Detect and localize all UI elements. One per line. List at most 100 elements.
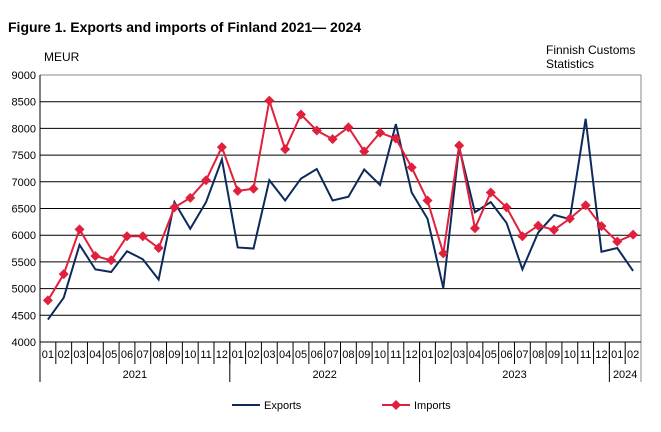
series-line-imports [47, 100, 634, 301]
data-point [185, 192, 196, 203]
data-point [485, 187, 496, 198]
y-tick-label: 8500 [12, 97, 36, 109]
x-tick-label: 11 [390, 349, 401, 361]
data-point [248, 183, 259, 194]
y-tick-label: 7500 [12, 150, 36, 162]
data-point [454, 140, 465, 151]
x-tick-label: 07 [137, 349, 149, 361]
series-line-exports [47, 118, 634, 321]
x-tick-label: 03 [263, 349, 275, 361]
source-line: Statistics [546, 57, 595, 71]
y-tick-label: 4000 [12, 337, 36, 349]
x-tick-label: 01 [611, 349, 623, 361]
data-point [375, 127, 386, 138]
y-axis-unit: MEUR [44, 50, 80, 64]
data-point [501, 202, 512, 213]
data-point [121, 231, 132, 242]
x-tick-label: 03 [453, 349, 465, 361]
data-point [90, 251, 101, 262]
x-tick-label: 01 [232, 349, 244, 361]
year-label: 2021 [123, 369, 147, 381]
data-point [153, 243, 164, 254]
data-point [549, 224, 560, 235]
x-tick-label: 09 [358, 349, 370, 361]
x-tick-label: 08 [342, 349, 354, 361]
chart-title: Figure 1. Exports and imports of Finland… [8, 19, 362, 35]
x-tick-label: 04 [279, 349, 291, 361]
x-tick-label: 06 [500, 349, 512, 361]
data-point [264, 95, 275, 106]
data-point [327, 134, 338, 145]
data-point [438, 248, 449, 259]
year-label: 2023 [502, 369, 526, 381]
x-tick-label: 12 [216, 349, 228, 361]
x-tick-label: 08 [532, 349, 544, 361]
x-tick-label: 04 [89, 349, 101, 361]
x-tick-label: 09 [168, 349, 180, 361]
year-label: 2024 [613, 369, 637, 381]
x-tick-label: 03 [73, 349, 85, 361]
data-point [564, 213, 575, 224]
x-tick-label: 11 [200, 349, 211, 361]
y-tick-label: 5000 [12, 284, 36, 296]
data-point [580, 200, 591, 211]
x-tick-label: 05 [105, 349, 117, 361]
y-tick-label: 5500 [12, 257, 36, 269]
y-tick-label: 7000 [12, 177, 36, 189]
data-point [201, 175, 212, 186]
data-point [517, 231, 528, 242]
x-tick-label: 10 [184, 349, 196, 361]
x-tick-label: 06 [311, 349, 323, 361]
data-point [216, 142, 227, 153]
data-point [359, 146, 370, 157]
data-point [628, 229, 639, 240]
data-point [232, 185, 243, 196]
x-tick-label: 09 [548, 349, 560, 361]
data-point [42, 295, 53, 306]
data-point [422, 195, 433, 206]
data-point [169, 202, 180, 213]
legend-label: Imports [414, 400, 451, 412]
y-tick-label: 4500 [12, 310, 36, 322]
x-tick-label: 06 [121, 349, 133, 361]
y-tick-label: 6500 [12, 204, 36, 216]
data-point [612, 236, 623, 247]
x-tick-label: 11 [580, 349, 591, 361]
x-tick-label: 07 [326, 349, 338, 361]
x-tick-label: 02 [437, 349, 449, 361]
data-point [533, 220, 544, 231]
x-tick-label: 10 [374, 349, 386, 361]
x-tick-label: 04 [469, 349, 481, 361]
x-tick-label: 07 [516, 349, 528, 361]
data-point [406, 162, 417, 173]
legend-label: Exports [264, 400, 302, 412]
x-tick-label: 02 [247, 349, 259, 361]
data-point [280, 144, 291, 155]
x-tick-label: 02 [627, 349, 639, 361]
x-tick-label: 05 [485, 349, 497, 361]
x-tick-label: 01 [421, 349, 433, 361]
data-point [390, 133, 401, 144]
x-tick-label: 05 [295, 349, 307, 361]
data-point [295, 109, 306, 120]
data-point [106, 255, 117, 266]
data-point [311, 125, 322, 136]
data-point [343, 122, 354, 133]
data-point [137, 231, 148, 242]
y-tick-label: 8000 [12, 123, 36, 135]
data-point [58, 269, 69, 280]
year-label: 2022 [312, 369, 336, 381]
y-tick-label: 6000 [12, 230, 36, 242]
source-line: Finnish Customs [546, 43, 636, 57]
data-point [74, 224, 85, 235]
x-tick-label: 02 [58, 349, 70, 361]
source-note: Finnish Customs Statistics [546, 43, 656, 71]
y-tick-label: 9000 [12, 70, 36, 82]
data-point [596, 221, 607, 232]
x-tick-label: 01 [42, 349, 54, 361]
x-tick-label: 08 [152, 349, 164, 361]
x-tick-label: 12 [406, 349, 418, 361]
x-tick-label: 12 [595, 349, 607, 361]
